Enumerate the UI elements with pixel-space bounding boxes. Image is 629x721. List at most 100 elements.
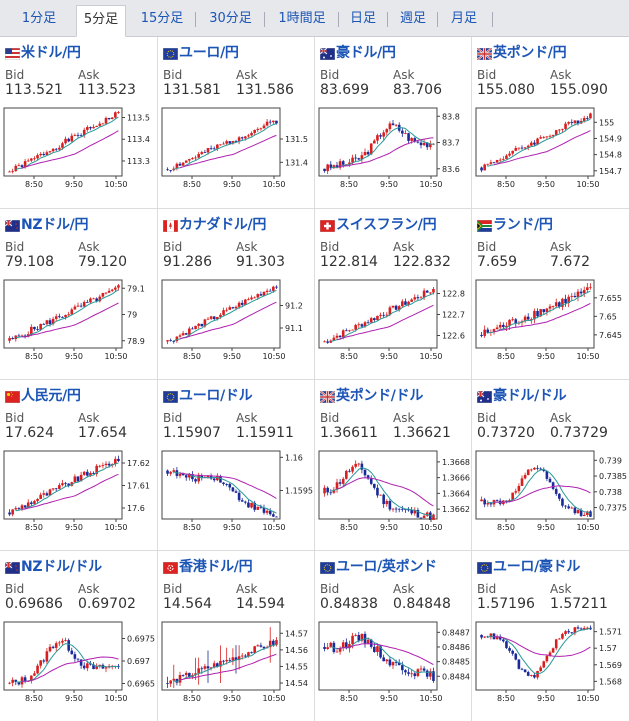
tab-週足[interactable]: 週足 xyxy=(399,11,426,26)
ask-value: 113.523 xyxy=(78,82,136,98)
tab-月足[interactable]: 月足 xyxy=(450,11,477,26)
candlestick-chart[interactable]: 155 154.9 154.8 154.7 8:50 9:50 10:50 xyxy=(475,107,628,187)
bid-label: Bid xyxy=(163,68,183,82)
candle-body xyxy=(8,171,11,173)
candle-body xyxy=(262,291,266,296)
candle-body xyxy=(582,118,586,121)
y-tick-label: 78.9 xyxy=(127,337,145,346)
pair-name-link[interactable]: ユーロ/ドル xyxy=(179,388,253,404)
pair-name-link[interactable]: ランド/円 xyxy=(493,217,553,233)
candle-body xyxy=(332,489,336,493)
candlestick-chart[interactable]: 0.739 0.7385 0.738 0.7375 8:50 9:50 10:50 xyxy=(475,450,628,530)
candlestick-chart[interactable]: 91.2 91.1 8:50 9:50 10:50 xyxy=(161,279,314,359)
candlestick-chart[interactable]: 113.5 113.4 113.3 8:50 9:50 10:50 xyxy=(3,107,156,187)
candle-body xyxy=(338,161,342,168)
candle-body xyxy=(36,155,39,159)
ask-value: 122.832 xyxy=(393,254,451,270)
candle-body xyxy=(275,120,278,124)
candle-body xyxy=(348,644,351,649)
candle-body xyxy=(422,515,426,519)
candle-body xyxy=(570,632,574,634)
candlestick-chart[interactable]: 1.16 1.1595 8:50 9:50 10:50 xyxy=(161,450,314,530)
pair-name-link[interactable]: 英ポンド/ドル xyxy=(336,388,424,404)
flag-eu-icon xyxy=(162,388,179,404)
candlestick-chart[interactable]: 0.8487 0.8486 0.8485 0.8484 8:50 9:50 10:50 xyxy=(318,621,471,701)
pair-name-link[interactable]: カナダドル/円 xyxy=(179,217,267,233)
candle-body xyxy=(231,487,235,492)
candle-body xyxy=(259,294,263,296)
candle-body xyxy=(401,665,404,671)
candle-body xyxy=(244,655,247,657)
candle-body xyxy=(332,337,336,341)
pair-name-link[interactable]: 人民元/円 xyxy=(21,388,81,404)
candle-body xyxy=(86,663,89,669)
candlestick-chart[interactable]: 14.57 14.56 14.55 14.54 8:50 9:50 10:50 xyxy=(161,621,314,701)
tab-5分足[interactable]: 5分足 xyxy=(76,5,126,37)
candle-body xyxy=(197,323,200,326)
candle-body xyxy=(219,660,222,667)
pair-name-link[interactable]: 豪ドル/円 xyxy=(336,45,396,61)
candle-body xyxy=(253,297,256,299)
currency-pair-card: 英ポンド/ドル Bid Ask 1.36611 1.36621 1.3668 1.3666 1… xyxy=(315,380,472,551)
candle-body xyxy=(489,162,493,164)
pair-name-link[interactable]: ユーロ/英ポンド xyxy=(336,559,437,575)
candlestick-chart[interactable]: 131.5 131.4 8:50 9:50 10:50 xyxy=(161,107,314,187)
pair-name-link[interactable]: 英ポンド/円 xyxy=(493,45,567,61)
y-tick-label: 0.8484 xyxy=(442,672,470,681)
tab-30分足[interactable]: 30分足 xyxy=(209,11,252,26)
pair-name-link[interactable]: スイスフラン/円 xyxy=(336,217,437,233)
candle-body xyxy=(345,470,348,479)
candle-body xyxy=(206,475,210,478)
candle-body xyxy=(329,164,333,169)
tab-1分足[interactable]: 1分足 xyxy=(21,11,57,26)
pair-name-link[interactable]: ユーロ/豪ドル xyxy=(493,559,581,575)
tab-日足[interactable]: 日足 xyxy=(349,11,376,26)
candle-body xyxy=(231,307,235,309)
candle-body xyxy=(354,463,357,467)
candle-body xyxy=(54,148,58,150)
pair-name-link[interactable]: NZドル/円 xyxy=(21,217,89,233)
tab-15分足[interactable]: 15分足 xyxy=(140,11,184,26)
bid-value: 17.624 xyxy=(5,425,54,441)
pair-name-link[interactable]: 豪ドル/ドル xyxy=(493,388,567,404)
candle-body xyxy=(523,669,527,673)
candle-body xyxy=(351,157,354,163)
candle-body xyxy=(95,125,98,127)
candle-body xyxy=(495,159,499,163)
candlestick-chart[interactable]: 0.6975 0.697 0.6965 8:50 9:50 10:50 xyxy=(3,621,156,701)
candle-body xyxy=(542,137,546,138)
candle-body xyxy=(335,651,339,653)
candlestick-chart[interactable]: 122.8 122.7 122.6 8:50 9:50 10:50 xyxy=(318,279,471,359)
candle-body xyxy=(222,143,225,145)
y-tick-label: 1.568 xyxy=(599,677,622,686)
ma-long-line xyxy=(179,653,277,681)
candle-body xyxy=(64,640,67,641)
candle-body xyxy=(564,123,567,129)
candle-body xyxy=(222,660,225,662)
bid-label: Bid xyxy=(477,411,497,425)
candlestick-chart[interactable]: 1.571 1.57 1.569 1.568 8:50 9:50 10:50 xyxy=(475,621,628,701)
pair-name-link[interactable]: 香港ドル/円 xyxy=(179,559,253,575)
y-tick-label: 83.8 xyxy=(442,112,460,121)
pair-name-link[interactable]: 米ドル/円 xyxy=(21,45,81,61)
ask-label: Ask xyxy=(78,68,100,82)
candlestick-chart[interactable]: 1.3668 1.3666 1.3664 1.3662 8:50 9:50 10:50 xyxy=(318,450,471,530)
candle-body xyxy=(265,510,269,513)
candle-body xyxy=(26,334,30,337)
tab-1時間足[interactable]: 1時間足 xyxy=(278,11,326,26)
candlestick-chart[interactable]: 17.62 17.61 17.6 8:50 9:50 10:50 xyxy=(3,450,156,530)
ma-short-line xyxy=(173,123,277,171)
candlestick-chart[interactable]: 7.655 7.65 7.645 8:50 9:50 10:50 xyxy=(475,279,628,359)
bid-value: 0.73720 xyxy=(477,425,535,441)
candle-body xyxy=(357,463,361,465)
pair-name-link[interactable]: NZドル/ドル xyxy=(21,559,102,575)
candle-body xyxy=(582,628,586,630)
candle-body xyxy=(401,301,404,307)
candle-body xyxy=(225,141,228,144)
candle-body xyxy=(169,680,172,684)
candlestick-chart[interactable]: 83.8 83.7 83.6 8:50 9:50 10:50 xyxy=(318,107,471,187)
candle-body xyxy=(416,297,420,299)
candlestick-chart[interactable]: 79.1 79 78.9 8:50 9:50 10:50 xyxy=(3,279,156,359)
candle-body xyxy=(498,324,502,328)
pair-name-link[interactable]: ユーロ/円 xyxy=(179,45,239,61)
